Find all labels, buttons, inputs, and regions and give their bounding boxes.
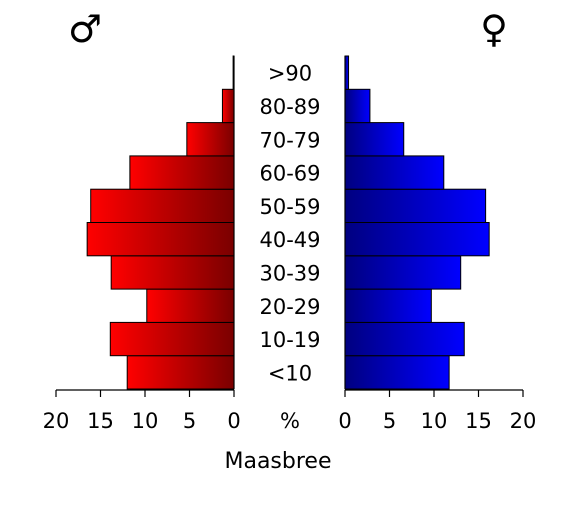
- female-bar-70-79: [344, 122, 405, 157]
- male-bar-<10: [126, 355, 235, 390]
- female-bar-40-49: [344, 222, 490, 257]
- female-bars: [344, 55, 490, 390]
- age-group-label: <10: [268, 361, 312, 385]
- x-axes: [55, 56, 524, 397]
- x-tick-label: 20: [510, 409, 537, 433]
- x-axis-title: Maasbree: [224, 449, 331, 474]
- male-bar-10-19: [109, 321, 235, 357]
- x-tick-label: 5: [183, 409, 196, 433]
- age-group-label: 70-79: [259, 128, 320, 152]
- age-group-label: 20-29: [259, 295, 320, 319]
- female-bar-20-29: [344, 288, 432, 323]
- male-bar-20-29: [146, 288, 235, 323]
- age-group-label: 60-69: [259, 162, 320, 186]
- female-bar-30-39: [344, 255, 462, 290]
- x-tick-label: 0: [338, 409, 351, 433]
- female-bar-10-19: [344, 321, 465, 357]
- x-tick-label: 15: [87, 409, 114, 433]
- percent-axis-label: %: [280, 409, 300, 433]
- male-bar-50-59: [90, 188, 235, 223]
- male-bars: [86, 55, 235, 390]
- male-bar-70-79: [186, 122, 235, 157]
- age-group-label: 80-89: [259, 95, 320, 119]
- age-group-label: 30-39: [259, 261, 320, 285]
- x-tick-label: 20: [43, 409, 70, 433]
- female-bar-50-59: [344, 188, 487, 223]
- male-symbol: ♂: [68, 7, 102, 51]
- female-bar-<10: [344, 355, 450, 390]
- male-bar-30-39: [110, 255, 235, 290]
- age-group-label: >90: [268, 62, 312, 86]
- female-bar-60-69: [344, 155, 445, 190]
- age-group-labels: <10 10-19 20-29 30-39 40-49 50-59 60-69 70-79 80…: [259, 62, 320, 386]
- x-tick-label: 0: [227, 409, 240, 433]
- x-tick-label: 10: [132, 409, 159, 433]
- male-bar-60-69: [129, 155, 235, 190]
- male-bar-40-49: [86, 222, 235, 257]
- female-symbol: ♀: [480, 7, 508, 51]
- age-group-label: 40-49: [259, 228, 320, 252]
- x-tick-label: 10: [421, 409, 448, 433]
- age-group-label: 10-19: [259, 328, 320, 352]
- x-tick-label: 15: [465, 409, 492, 433]
- age-group-label: 50-59: [259, 195, 320, 219]
- x-tick-label: 5: [383, 409, 396, 433]
- x-tick-labels: 20 15 10 5 0% 0 5 10 15 20: [43, 409, 537, 433]
- male-bar-80-89: [221, 88, 235, 124]
- female-bar-80-89: [344, 88, 371, 124]
